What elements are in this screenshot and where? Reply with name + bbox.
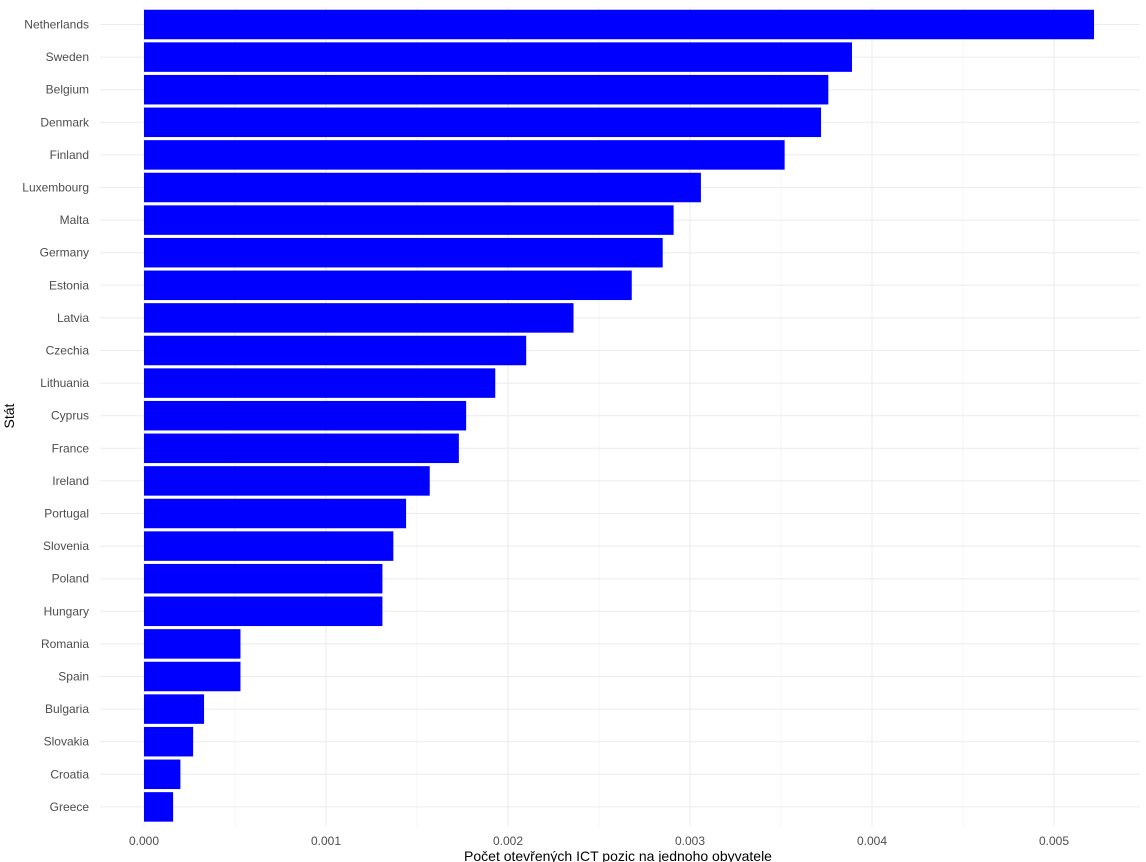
y-tick-label: Ireland bbox=[52, 474, 89, 488]
y-tick-label: France bbox=[52, 441, 90, 455]
bar-greece bbox=[144, 792, 174, 822]
x-tick-labels: 0.000 0.001 0.002 0.003 0.004 0.005 bbox=[129, 834, 1069, 848]
y-tick-labels: Netherlands Sweden Belgium Denmark Finland Lu… bbox=[22, 18, 90, 814]
bar-slovenia bbox=[144, 531, 394, 561]
y-tick-label: Malta bbox=[60, 213, 90, 227]
y-tick-label: Hungary bbox=[44, 604, 89, 618]
bar-spain bbox=[144, 661, 241, 692]
y-tick-label: Luxembourg bbox=[22, 181, 89, 195]
bar-portugal bbox=[144, 498, 407, 529]
y-tick-label: Netherlands bbox=[24, 18, 89, 32]
y-tick-label: Czechia bbox=[46, 344, 90, 358]
y-tick-label: Estonia bbox=[49, 278, 89, 292]
y-tick-label: Finland bbox=[50, 148, 89, 162]
y-tick-label: Germany bbox=[40, 246, 89, 260]
bar-latvia bbox=[144, 303, 574, 333]
bar-poland bbox=[144, 563, 383, 594]
bar-bulgaria bbox=[144, 694, 205, 724]
y-tick-label: Greece bbox=[50, 800, 90, 814]
bar-croatia bbox=[144, 759, 181, 790]
y-tick-label: Lithuania bbox=[40, 376, 89, 390]
x-tick-label: 0.002 bbox=[493, 834, 523, 848]
y-tick-label: Portugal bbox=[44, 507, 89, 521]
x-tick-label: 0.005 bbox=[1039, 834, 1069, 848]
y-tick-label: Bulgaria bbox=[45, 702, 89, 716]
y-tick-label: Cyprus bbox=[51, 409, 89, 423]
x-tick-label: 0.004 bbox=[857, 834, 887, 848]
bar-hungary bbox=[144, 596, 383, 627]
bar-ireland bbox=[144, 466, 430, 496]
y-tick-label: Croatia bbox=[50, 767, 89, 781]
y-axis-title: Stát bbox=[1, 403, 17, 428]
y-tick-label: Sweden bbox=[46, 50, 89, 64]
bar-estonia bbox=[144, 270, 632, 301]
bar-luxembourg bbox=[144, 172, 701, 203]
x-axis-title: Počet otevřených ICT pozic na jednoho ob… bbox=[464, 848, 772, 862]
bar-finland bbox=[144, 140, 785, 170]
y-tick-label: Slovenia bbox=[43, 539, 89, 553]
y-tick-label: Belgium bbox=[46, 83, 89, 97]
bar-germany bbox=[144, 237, 663, 268]
x-tick-label: 0.001 bbox=[311, 834, 341, 848]
x-tick-label: 0.000 bbox=[129, 834, 159, 848]
bar-malta bbox=[144, 205, 674, 235]
bar-denmark bbox=[144, 107, 822, 138]
bar-romania bbox=[144, 629, 241, 659]
bar-lithuania bbox=[144, 368, 496, 398]
y-tick-label: Romania bbox=[41, 637, 89, 651]
x-tick-label: 0.003 bbox=[675, 834, 705, 848]
bar-france bbox=[144, 433, 459, 464]
bar-belgium bbox=[144, 74, 829, 105]
y-tick-label: Poland bbox=[52, 572, 89, 586]
y-tick-label: Slovakia bbox=[44, 735, 90, 749]
y-tick-label: Spain bbox=[58, 670, 89, 684]
bars bbox=[144, 9, 1095, 822]
y-tick-label: Latvia bbox=[57, 311, 89, 325]
bar-czechia bbox=[144, 335, 527, 366]
bar-netherlands bbox=[144, 9, 1095, 40]
bar-slovakia bbox=[144, 726, 194, 757]
bar-cyprus bbox=[144, 400, 467, 431]
y-tick-label: Denmark bbox=[40, 115, 90, 129]
bar-sweden bbox=[144, 42, 852, 72]
